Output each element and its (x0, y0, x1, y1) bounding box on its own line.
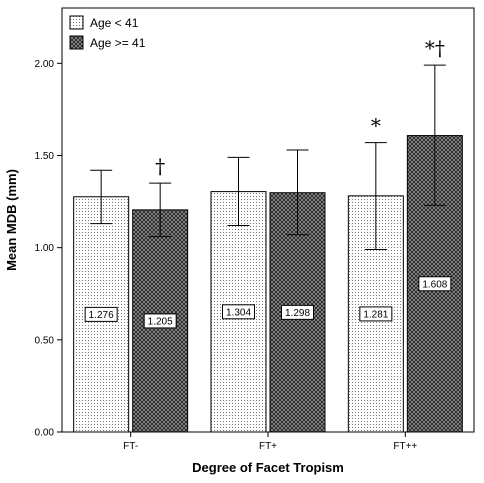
plot-area (61, 7, 475, 433)
value-label-box (84, 306, 118, 322)
value-label: 1.281 (363, 309, 388, 320)
x-tick-label: FT++ (393, 441, 417, 452)
significance-marker: *† (425, 36, 445, 60)
legend-item-age-under-41: Age < 41 (69, 15, 139, 30)
value-label-box (222, 304, 255, 320)
legend-label: Age < 41 (90, 16, 139, 30)
significance-marker: * (371, 114, 381, 138)
legend-label: Age >= 41 (90, 36, 146, 50)
y-tick-label: 2.00 (35, 59, 55, 70)
value-label-box (359, 306, 393, 322)
value-label: 1.304 (226, 307, 251, 318)
significance-annotations: † * *† (155, 36, 445, 178)
legend-swatch-crosshatch (69, 35, 84, 50)
data-labels: 1.276 1.205 1.304 1.298 1.281 1.608 (84, 276, 452, 329)
value-label-box (281, 304, 314, 320)
x-axis: FT- FT+ FT++ (123, 432, 417, 452)
y-tick-label: 1.50 (35, 151, 55, 162)
value-label-box (143, 313, 177, 329)
x-tick-label: FT+ (259, 441, 277, 452)
x-axis-title: Degree of Facet Tropism (192, 460, 344, 475)
y-tick-label: 1.00 (35, 243, 55, 254)
x-tick-label: FT- (123, 441, 138, 452)
legend: Age < 41 Age >= 41 (69, 15, 146, 50)
value-label: 1.276 (89, 310, 114, 321)
y-tick-label: 0.50 (35, 335, 55, 346)
value-label: 1.608 (422, 279, 447, 290)
legend-item-age-41-plus: Age >= 41 (69, 35, 146, 50)
value-label-box (418, 276, 452, 292)
error-bars (90, 64, 446, 250)
significance-marker: † (155, 154, 165, 178)
y-axis-title: Mean MDB (mm) (4, 169, 19, 271)
y-tick-label: 0.00 (35, 428, 55, 439)
legend-swatch-dots (69, 15, 84, 30)
value-label: 1.205 (148, 316, 173, 327)
y-axis: 0.00 0.50 1.00 1.50 2.00 (35, 59, 62, 439)
value-label: 1.298 (285, 308, 310, 319)
